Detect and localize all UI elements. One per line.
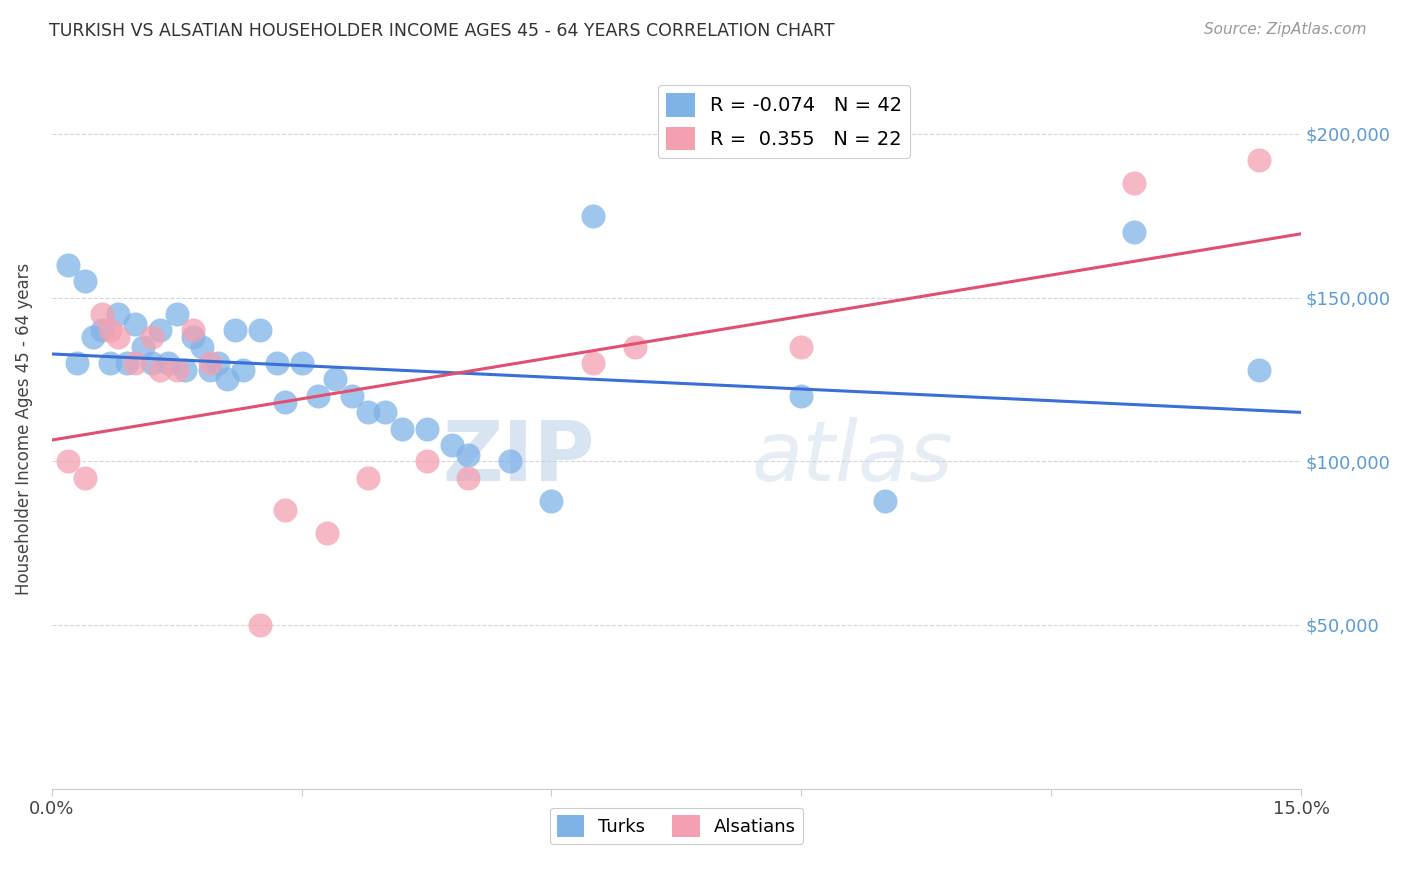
- Point: [274, 395, 297, 409]
- Point: [224, 323, 246, 337]
- Y-axis label: Householder Income Ages 45 - 64 years: Householder Income Ages 45 - 64 years: [15, 262, 32, 595]
- Point: [249, 618, 271, 632]
- Point: [90, 307, 112, 321]
- Point: [499, 454, 522, 468]
- Point: [98, 323, 121, 337]
- Text: atlas: atlas: [751, 417, 953, 498]
- Point: [98, 356, 121, 370]
- Point: [207, 356, 229, 370]
- Point: [1123, 176, 1146, 190]
- Point: [291, 356, 314, 370]
- Point: [107, 330, 129, 344]
- Point: [357, 405, 380, 419]
- Text: TURKISH VS ALSATIAN HOUSEHOLDER INCOME AGES 45 - 64 YEARS CORRELATION CHART: TURKISH VS ALSATIAN HOUSEHOLDER INCOME A…: [49, 22, 835, 40]
- Point: [149, 323, 172, 337]
- Point: [873, 493, 896, 508]
- Point: [183, 323, 205, 337]
- Point: [115, 356, 138, 370]
- Point: [141, 356, 163, 370]
- Point: [323, 372, 346, 386]
- Text: ZIP: ZIP: [443, 417, 595, 498]
- Point: [198, 362, 221, 376]
- Point: [391, 421, 413, 435]
- Point: [1249, 362, 1271, 376]
- Point: [149, 362, 172, 376]
- Point: [58, 454, 80, 468]
- Point: [415, 454, 437, 468]
- Point: [457, 470, 479, 484]
- Point: [215, 372, 238, 386]
- Point: [166, 362, 188, 376]
- Point: [190, 340, 212, 354]
- Point: [198, 356, 221, 370]
- Point: [266, 356, 288, 370]
- Point: [232, 362, 254, 376]
- Point: [357, 470, 380, 484]
- Point: [174, 362, 197, 376]
- Point: [183, 330, 205, 344]
- Legend: Turks, Alsatians: Turks, Alsatians: [550, 808, 803, 845]
- Text: Source: ZipAtlas.com: Source: ZipAtlas.com: [1204, 22, 1367, 37]
- Point: [58, 258, 80, 272]
- Point: [1123, 225, 1146, 239]
- Point: [582, 209, 605, 223]
- Point: [457, 448, 479, 462]
- Point: [790, 340, 813, 354]
- Point: [75, 274, 97, 288]
- Point: [274, 503, 297, 517]
- Point: [132, 340, 155, 354]
- Point: [66, 356, 89, 370]
- Point: [157, 356, 180, 370]
- Point: [124, 317, 146, 331]
- Point: [582, 356, 605, 370]
- Point: [307, 389, 329, 403]
- Point: [540, 493, 562, 508]
- Point: [141, 330, 163, 344]
- Point: [315, 526, 337, 541]
- Point: [124, 356, 146, 370]
- Point: [107, 307, 129, 321]
- Point: [249, 323, 271, 337]
- Point: [1249, 153, 1271, 168]
- Point: [374, 405, 396, 419]
- Point: [340, 389, 363, 403]
- Point: [415, 421, 437, 435]
- Point: [440, 438, 463, 452]
- Point: [75, 470, 97, 484]
- Point: [790, 389, 813, 403]
- Point: [82, 330, 104, 344]
- Point: [90, 323, 112, 337]
- Point: [166, 307, 188, 321]
- Point: [623, 340, 645, 354]
